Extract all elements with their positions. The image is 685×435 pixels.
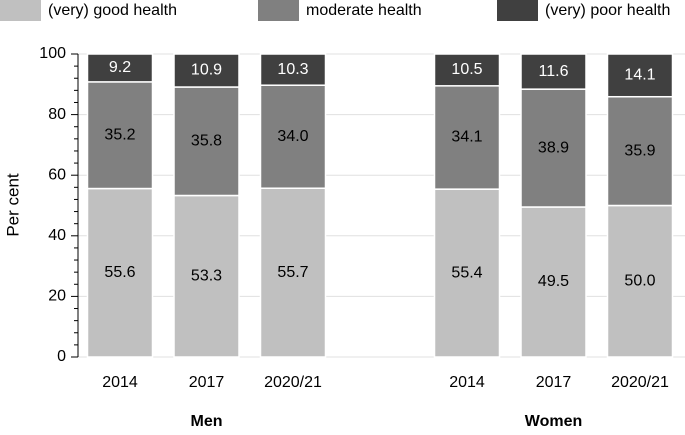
bar-segment [433, 188, 501, 358]
x-tick-label: 2017 [536, 374, 572, 391]
bar-segment [606, 53, 674, 98]
value-label: 55.4 [451, 264, 482, 281]
bar-segment [433, 85, 501, 190]
legend-label: moderate health [306, 2, 422, 19]
y-tick-label: 20 [48, 288, 66, 305]
x-tick-label: 2014 [102, 374, 138, 391]
value-label: 38.9 [538, 139, 569, 156]
bar-segment [173, 194, 240, 358]
value-label: 34.0 [277, 128, 308, 145]
bar-segment [259, 84, 327, 189]
value-label: 14.1 [624, 67, 655, 84]
x-tick-label: 2014 [449, 374, 485, 391]
bar-segment [520, 53, 587, 90]
value-label: 55.6 [104, 264, 135, 281]
bar-segment [259, 53, 327, 86]
value-label: 53.3 [191, 267, 222, 284]
value-label: 10.3 [277, 61, 308, 78]
bar-segment [606, 204, 674, 358]
bar-segment [86, 53, 154, 83]
value-label: 55.7 [277, 264, 308, 281]
bar-segment [86, 81, 154, 190]
y-tick-label: 0 [57, 348, 66, 365]
y-tick-label: 100 [39, 45, 66, 62]
y-tick-label: 80 [48, 106, 66, 123]
group-label: Men [191, 413, 223, 430]
bar-segment [173, 53, 240, 88]
bar-segment [86, 187, 154, 358]
legend-label: (very) poor health [545, 2, 670, 19]
value-label: 35.8 [191, 132, 222, 149]
value-label: 9.2 [109, 59, 131, 76]
value-label: 11.6 [539, 63, 569, 80]
x-tick-label: 2020/21 [611, 374, 669, 391]
y-tick-label: 60 [48, 166, 66, 183]
x-tick-label: 2020/21 [264, 374, 322, 391]
legend-label: (very) good health [48, 2, 177, 19]
bar-segment [606, 95, 674, 207]
bar-segment [520, 88, 587, 208]
value-label: 35.9 [624, 142, 655, 159]
bar-segment [173, 86, 240, 197]
value-label: 50.0 [624, 272, 655, 289]
legend-swatch [0, 0, 41, 21]
y-tick-label: 40 [48, 227, 66, 244]
x-tick-label: 2017 [189, 374, 225, 391]
value-label: 35.2 [104, 126, 135, 143]
legend-swatch [258, 0, 299, 21]
value-label: 34.1 [451, 129, 482, 146]
value-label: 10.9 [191, 62, 222, 79]
y-axis-label: Per cent [3, 173, 22, 237]
bar-segment [520, 206, 587, 358]
value-label: 49.5 [538, 273, 569, 290]
value-label: 10.5 [451, 61, 482, 78]
legend-swatch [497, 0, 538, 21]
bar-segment [259, 187, 327, 358]
group-label: Women [525, 413, 582, 430]
bar-segment [433, 53, 501, 87]
